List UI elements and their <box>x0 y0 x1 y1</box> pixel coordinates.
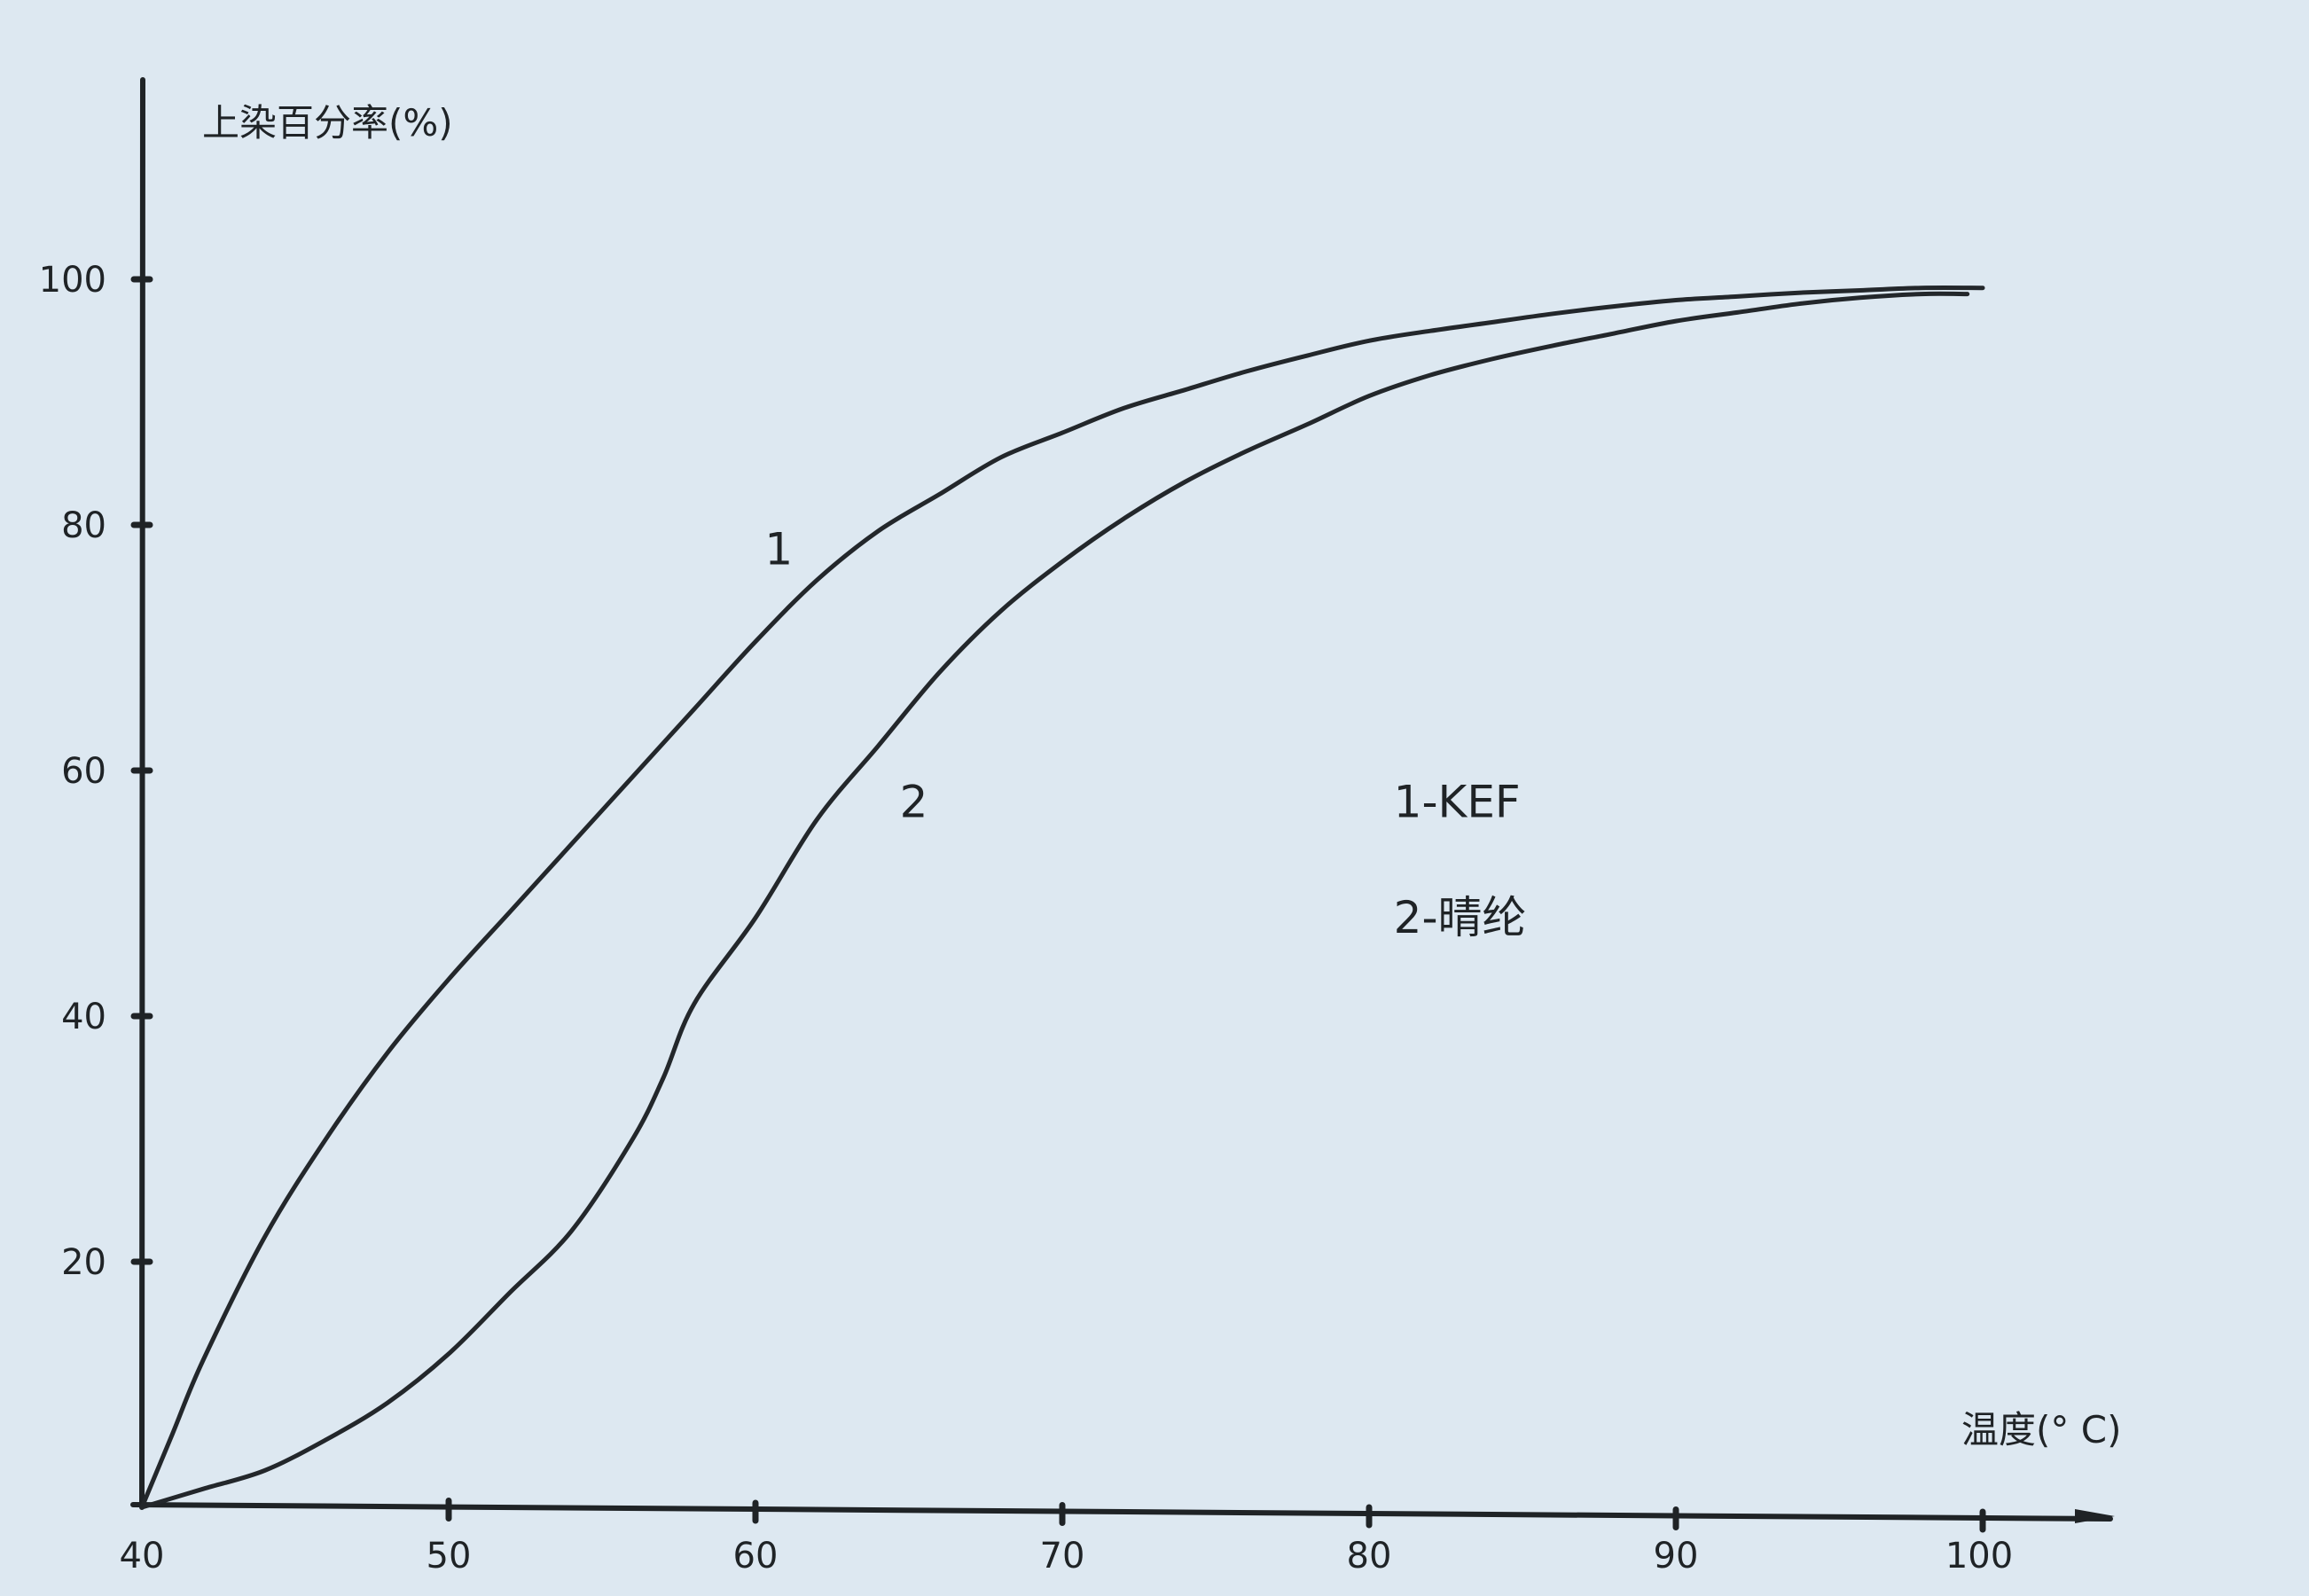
y-axis <box>139 77 145 1510</box>
axes <box>130 77 2115 1523</box>
x-tick-label-40: 40 <box>120 1536 165 1576</box>
x-axis-arrow <box>2075 1509 2115 1523</box>
y-tick-label-60: 60 <box>61 751 106 792</box>
y-tick-label-100: 100 <box>39 260 106 301</box>
annotation-4: 2-晴纶 <box>1394 892 1527 943</box>
x-tick-label-90: 90 <box>1654 1536 1699 1576</box>
y-tick-label-40: 40 <box>61 997 106 1037</box>
y-tick-label-80: 80 <box>61 505 106 546</box>
x-tick-label-60: 60 <box>733 1536 779 1576</box>
x-axis-title: 温度(° C) <box>1961 1408 2121 1451</box>
y-tick-label-20: 20 <box>61 1242 106 1283</box>
series-2-line <box>139 291 1970 1510</box>
x-tick-label-70: 70 <box>1040 1536 1085 1576</box>
x-tick-label-50: 50 <box>427 1536 472 1576</box>
annotation-2: 2 <box>900 777 928 828</box>
y-axis-title: 上染百分率(%) <box>202 101 453 145</box>
series-layer <box>139 285 1985 1510</box>
annotations: 1 2 1-KEF 2-晴纶 <box>764 523 1526 943</box>
series-1-line <box>139 285 1985 1510</box>
x-ticks: 40 50 60 70 80 90 100 <box>120 1498 2013 1576</box>
annotation-3: 1-KEF <box>1394 777 1521 828</box>
annotation-1: 1 <box>764 523 793 575</box>
y-ticks: 20 40 60 80 100 <box>39 260 153 1283</box>
x-axis <box>130 1502 2113 1522</box>
x-tick-label-100: 100 <box>1945 1536 2013 1576</box>
x-tick-label-80: 80 <box>1347 1536 1392 1576</box>
